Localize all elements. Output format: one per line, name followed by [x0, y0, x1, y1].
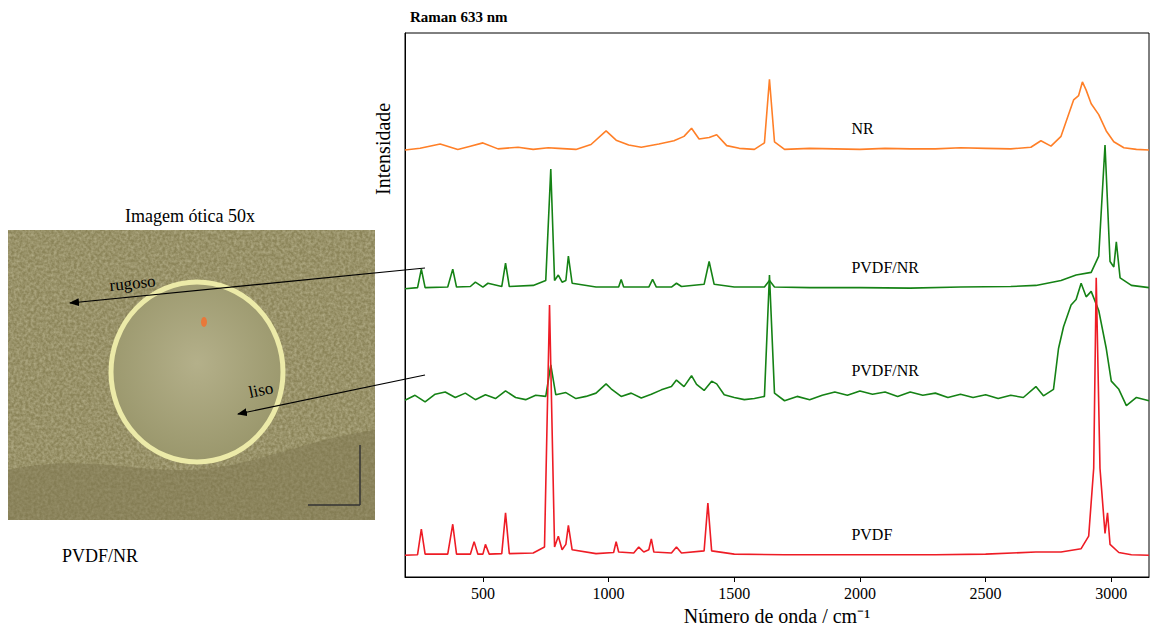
svg-text:500: 500 [471, 585, 495, 602]
svg-text:PVDF/NR: PVDF/NR [851, 362, 919, 379]
svg-text:NR: NR [851, 120, 874, 137]
svg-text:Raman 633 nm: Raman 633 nm [410, 9, 508, 25]
svg-text:PVDF/NR: PVDF/NR [851, 259, 919, 276]
svg-text:1500: 1500 [718, 585, 750, 602]
svg-text:1000: 1000 [593, 585, 625, 602]
svg-text:rugoso: rugoso [109, 272, 157, 295]
svg-text:Imagem ótica 50x: Imagem ótica 50x [125, 206, 255, 226]
svg-text:Número de onda / cm⁻¹: Número de onda / cm⁻¹ [684, 605, 870, 627]
svg-text:Intensidade: Intensidade [372, 103, 394, 195]
svg-text:2500: 2500 [970, 585, 1002, 602]
svg-text:2000: 2000 [844, 585, 876, 602]
svg-text:PVDF: PVDF [851, 526, 892, 543]
svg-text:3000: 3000 [1095, 585, 1127, 602]
svg-text:PVDF/NR: PVDF/NR [62, 546, 138, 566]
svg-text:liso: liso [247, 378, 275, 402]
